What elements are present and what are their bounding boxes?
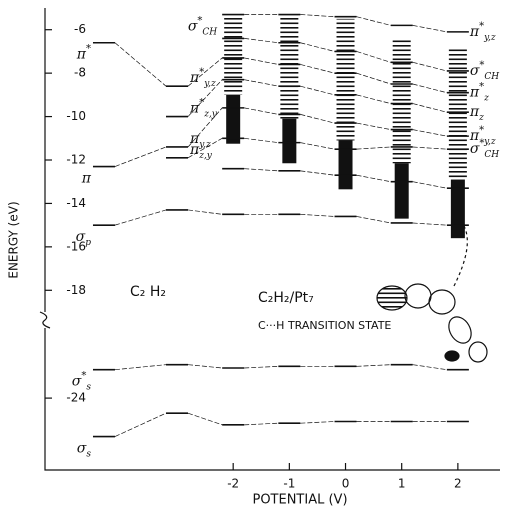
label-base: π [81,171,92,187]
x-tick-label: -1 [283,477,295,491]
label-base: σ [470,141,480,157]
level-stack [448,48,467,180]
x-axis-label: POTENTIAL (V) [252,493,347,508]
annotation: C₂H₂/Pt₇ [258,290,314,306]
y-tick-label: -8 [74,66,86,80]
axis-frame [44,8,500,471]
label-sub: s [86,449,91,459]
orbital-sketch [376,225,488,363]
level-label: π [81,171,92,187]
annotation: C₂ H₂ [130,284,166,300]
y-tick-label: -10 [66,109,86,123]
label-sub: y,z [203,79,216,89]
label-base: π [469,24,480,40]
level-stack [336,18,355,141]
label-sub: y,z [483,32,496,42]
connector [114,364,447,371]
x-tick-label: 1 [398,477,406,491]
label-sub: y,z [198,139,211,149]
occupied-band [450,179,465,239]
label-sub: CH [484,150,499,160]
level-label: σ*CH [188,15,217,37]
level-label: σs [77,441,92,460]
label-sub: z [478,113,484,123]
label-base: σ [188,19,198,35]
connector [187,137,447,159]
y-tick-label: -18 [66,283,86,297]
level-label: σ*s [72,370,92,392]
connector [244,38,447,72]
connector [114,412,447,437]
level-label: π*z,y [189,97,218,119]
y-tick-label: -12 [66,153,86,167]
x-tick-label: 2 [454,477,462,491]
y-tick-label: -16 [66,239,86,253]
label-base: π [469,85,480,101]
label-base: σ [470,63,480,79]
label-sub: s [86,382,91,392]
label-sup: * [199,97,204,108]
label-sup: * [479,81,484,92]
label-base: π [469,104,480,120]
x-tick-label: -2 [227,477,239,491]
level-label: π* [76,43,91,63]
label-base: π [189,142,200,158]
label-sub: y,z [483,137,496,147]
level-label: σp [76,229,92,248]
level-stack [280,14,299,119]
connector [114,42,447,94]
connector [244,14,447,33]
label-sup: * [479,59,484,70]
connector [114,107,447,167]
label-sub: z,y [198,150,213,160]
label-base: π [76,47,87,63]
occupied-band [338,140,353,190]
label-sup: * [81,370,86,381]
annotation: C···H TRANSITION STATE [258,319,391,332]
label-sup: * [199,67,204,78]
label-sup: * [197,15,202,26]
level-label: π*z [469,81,489,103]
occupied-band [282,118,297,164]
level-label: πz [469,104,484,123]
label-sub: z [483,93,489,103]
level-label: π*y,z [469,125,496,147]
label-sup: * [86,43,91,54]
label-base: σ [76,229,86,245]
y-tick-label: -24 [66,391,86,405]
label-base: π [189,70,200,86]
level-label: πy,z [189,131,211,150]
label-base: σ [77,441,87,457]
level-label: π*y,z [469,20,496,42]
y-tick-label: -6 [74,22,86,36]
axis-break [39,311,51,329]
label-base: π [469,128,480,144]
level-label: σ*CH [470,138,499,160]
level-stack [392,38,411,164]
label-sup: * [479,20,484,31]
y-axis-label: ENERGY (eV) [7,201,21,278]
connector [187,79,447,117]
connector [244,168,447,189]
connector [114,209,447,226]
y-tick-label: -14 [66,196,86,210]
label-base: π [189,131,200,147]
label-sup: * [479,138,484,149]
occupied-band [226,94,241,144]
label-sub: CH [202,27,217,37]
label-sub: z,y [203,109,218,119]
level-label: πz,y [189,142,213,161]
level-stack [224,16,243,95]
label-sub: CH [484,71,499,81]
label-sup: * [479,125,484,136]
x-tick-label: 0 [342,477,350,491]
label-base: π [189,101,200,117]
label-base: σ [72,374,82,390]
label-sub: p [85,238,91,248]
level-label: σ*CH [470,59,499,81]
occupied-band [394,163,409,219]
level-label: π*y,z [189,67,216,89]
